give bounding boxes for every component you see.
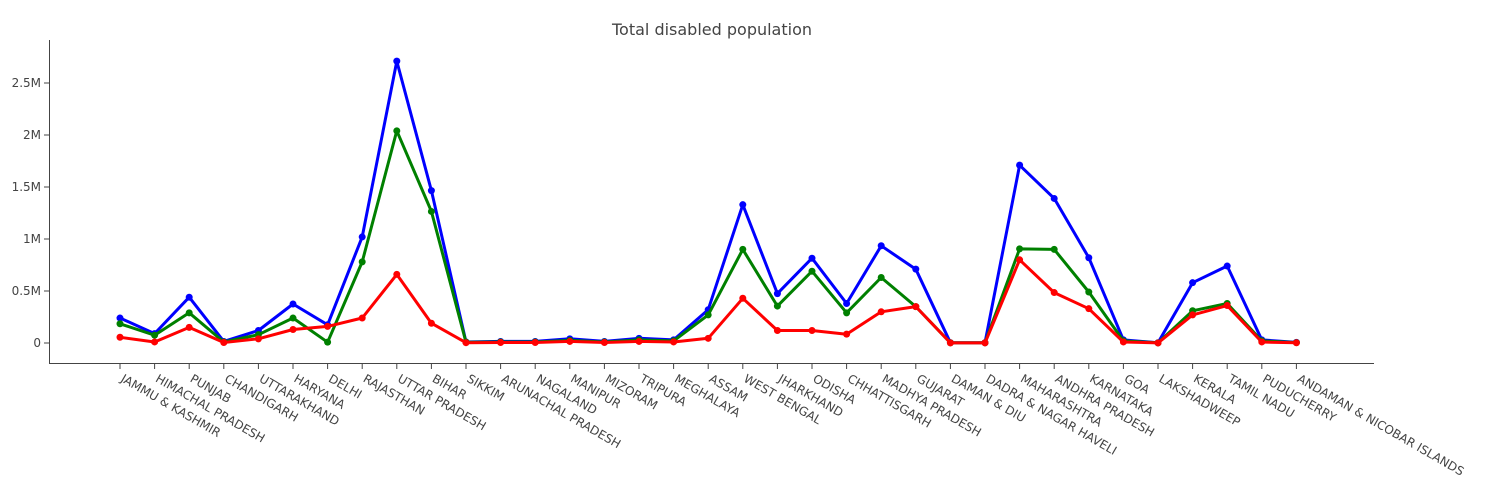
data-point — [185, 293, 193, 301]
data-point — [151, 338, 159, 346]
data-point — [739, 201, 747, 209]
data-point — [877, 242, 885, 250]
data-point — [773, 327, 781, 335]
y-tick-label: 1.5M — [12, 180, 41, 194]
data-point — [1119, 338, 1127, 346]
data-point — [912, 265, 920, 273]
data-point — [635, 337, 643, 345]
y-axis-ticks: 0 0.5M 1M 1.5M 2M 2.5M — [12, 76, 49, 350]
series-group — [116, 57, 1300, 347]
y-tick-label: 2.5M — [12, 76, 41, 90]
data-point — [1085, 254, 1093, 262]
data-point — [1016, 161, 1024, 169]
series-line — [118, 59, 1298, 345]
data-point — [739, 294, 747, 302]
data-point — [427, 207, 435, 215]
data-point — [1085, 288, 1093, 296]
data-point — [324, 322, 332, 330]
data-point — [704, 334, 712, 342]
data-point — [427, 187, 435, 195]
data-point — [1085, 305, 1093, 313]
data-point — [289, 314, 297, 322]
y-tick-label: 0.5M — [12, 284, 41, 298]
data-point — [1223, 302, 1231, 310]
data-point — [1154, 339, 1162, 347]
data-point — [358, 233, 366, 241]
data-point — [1050, 194, 1058, 202]
x-tick-label: ANDAMAN & NICOBAR ISLANDS — [1295, 371, 1467, 478]
data-point — [1292, 339, 1300, 347]
data-point — [566, 337, 574, 345]
data-point — [1016, 256, 1024, 264]
data-point — [946, 339, 954, 347]
data-point — [843, 330, 851, 338]
data-point — [912, 303, 920, 311]
data-point — [1189, 279, 1197, 287]
data-point — [877, 273, 885, 281]
data-point — [497, 338, 505, 346]
data-point — [393, 270, 401, 278]
series-0 — [116, 57, 1300, 347]
data-point — [739, 245, 747, 253]
data-point — [220, 338, 228, 346]
data-point — [358, 314, 366, 322]
data-point — [185, 323, 193, 331]
data-point — [1223, 262, 1231, 270]
data-point — [808, 254, 816, 262]
data-point — [185, 309, 193, 317]
chart-title: Total disabled population — [611, 20, 812, 39]
data-point — [116, 320, 124, 328]
data-point — [324, 338, 332, 346]
data-point — [531, 338, 539, 346]
data-point — [670, 338, 678, 346]
data-point — [843, 299, 851, 307]
data-point — [773, 302, 781, 310]
data-point — [393, 57, 401, 65]
data-point — [393, 127, 401, 135]
series-1 — [116, 127, 1300, 347]
x-tick-label: SIKKIM — [465, 371, 507, 404]
data-point — [462, 339, 470, 347]
data-point — [843, 309, 851, 317]
data-point — [254, 335, 262, 343]
data-point — [1050, 245, 1058, 253]
data-point — [289, 325, 297, 333]
y-tick-label: 1M — [23, 232, 41, 246]
data-point — [151, 331, 159, 339]
data-point — [1189, 311, 1197, 319]
data-point — [289, 300, 297, 308]
data-point — [116, 314, 124, 322]
data-point — [773, 290, 781, 298]
data-point — [1258, 338, 1266, 346]
data-point — [877, 308, 885, 316]
series-2 — [116, 256, 1300, 347]
data-point — [1016, 245, 1024, 253]
data-point — [600, 338, 608, 346]
data-point — [981, 339, 989, 347]
data-point — [358, 258, 366, 266]
data-point — [808, 327, 816, 335]
data-point — [427, 319, 435, 327]
y-tick-label: 0 — [33, 336, 41, 350]
y-tick-label: 2M — [23, 128, 41, 142]
data-point — [808, 267, 816, 275]
data-point — [1050, 289, 1058, 297]
data-point — [704, 311, 712, 319]
data-point — [116, 333, 124, 341]
